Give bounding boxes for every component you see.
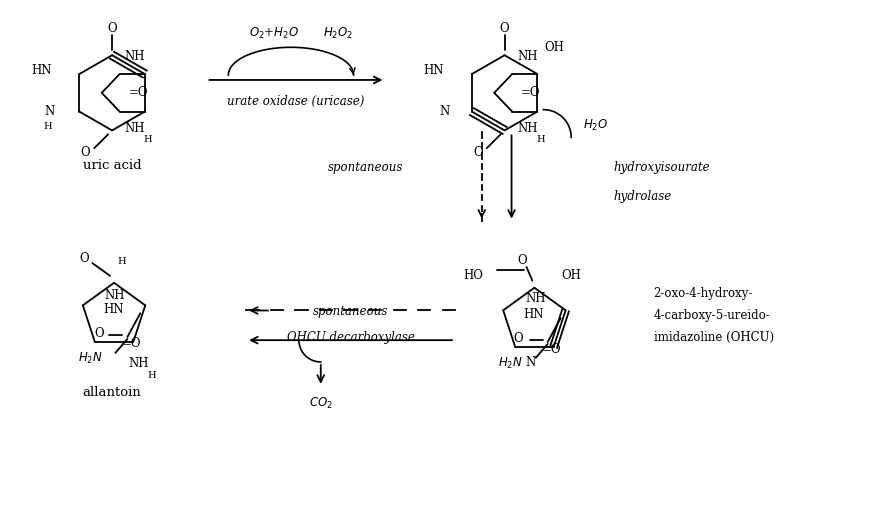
Text: O: O <box>473 146 483 159</box>
Text: H: H <box>43 122 51 131</box>
Text: HN: HN <box>31 64 51 77</box>
Text: $O_2$+$H_2O$: $O_2$+$H_2O$ <box>249 26 299 41</box>
Text: NH: NH <box>105 289 125 302</box>
Text: HO: HO <box>463 269 483 282</box>
Text: NH: NH <box>128 357 149 370</box>
Text: NH: NH <box>525 292 546 305</box>
Text: H: H <box>144 135 152 144</box>
Text: O: O <box>79 251 89 265</box>
Text: N: N <box>525 356 536 369</box>
Text: N: N <box>440 105 450 118</box>
Text: 2-oxo-4-hydroxy-: 2-oxo-4-hydroxy- <box>653 287 753 300</box>
Text: O: O <box>500 22 509 35</box>
Text: =O: =O <box>521 86 540 99</box>
Text: hydroxyisourate: hydroxyisourate <box>614 160 711 174</box>
Text: O: O <box>94 327 103 340</box>
Text: uric acid: uric acid <box>83 158 141 171</box>
Text: H: H <box>147 371 156 380</box>
Text: =O: =O <box>122 337 141 350</box>
Text: HN: HN <box>524 308 544 321</box>
Text: $H_2O$: $H_2O$ <box>583 118 608 133</box>
Text: spontaneous: spontaneous <box>313 305 389 318</box>
Text: NH: NH <box>125 50 145 63</box>
Text: N: N <box>44 105 55 118</box>
Text: =O: =O <box>542 343 562 356</box>
Text: H: H <box>117 257 126 266</box>
Text: urate oxidase (uricase): urate oxidase (uricase) <box>227 95 365 108</box>
Text: NH: NH <box>517 122 538 135</box>
Text: allantoin: allantoin <box>83 386 141 399</box>
Text: NH: NH <box>517 50 538 63</box>
Text: HN: HN <box>103 303 124 316</box>
Text: O: O <box>107 22 117 35</box>
Text: hydrolase: hydrolase <box>614 190 672 203</box>
Text: OH: OH <box>562 269 581 282</box>
Text: NH: NH <box>125 122 145 135</box>
Text: O: O <box>513 331 523 345</box>
Text: spontaneous: spontaneous <box>328 160 404 174</box>
Text: HN: HN <box>424 64 444 77</box>
Text: O: O <box>80 146 90 159</box>
Text: H: H <box>536 135 545 144</box>
Text: OH: OH <box>544 41 564 54</box>
Text: $H_2N$: $H_2N$ <box>498 356 523 371</box>
Text: $H_2O_2$: $H_2O_2$ <box>322 26 352 41</box>
Text: OHCU decarboxylase: OHCU decarboxylase <box>287 331 414 343</box>
Text: O: O <box>517 254 527 267</box>
Text: =O: =O <box>129 86 148 99</box>
Text: $H_2N$: $H_2N$ <box>78 351 102 366</box>
Text: 4-carboxy-5-ureido-: 4-carboxy-5-ureido- <box>653 309 770 322</box>
Text: $CO_2$: $CO_2$ <box>309 396 333 411</box>
Text: imidazoline (OHCU): imidazoline (OHCU) <box>653 331 774 343</box>
